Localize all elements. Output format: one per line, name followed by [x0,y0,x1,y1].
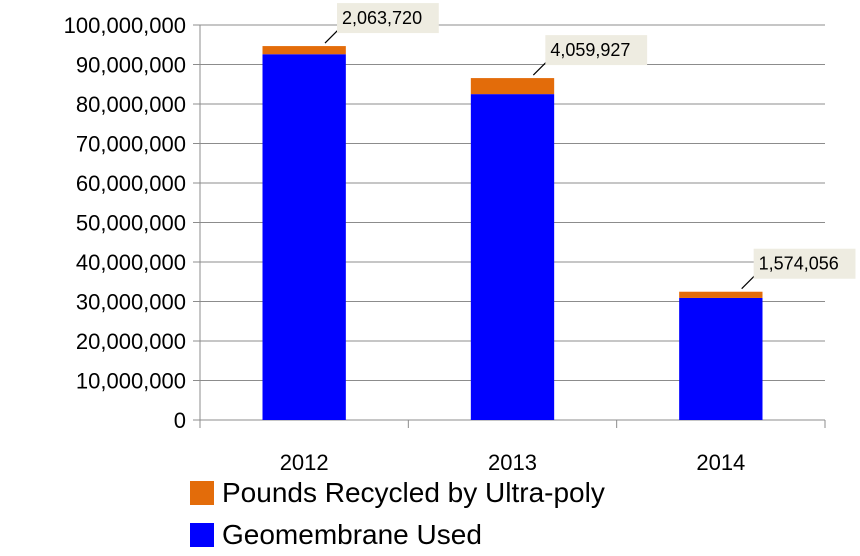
y-tick-label: 40,000,000 [76,250,186,275]
y-tick-label: 80,000,000 [76,92,186,117]
y-tick-label: 50,000,000 [76,211,186,236]
y-tick-label: 20,000,000 [76,329,186,354]
legend-swatch-geomembrane [190,523,214,547]
y-tick-label: 90,000,000 [76,53,186,78]
legend-item-geomembrane: Geomembrane Used [190,514,605,556]
data-label-box [753,248,856,279]
y-tick-labels: 0 10,000,000 20,000,000 30,000,000 40,000,00… [64,13,186,433]
bar-geomembrane-2012 [262,54,346,420]
x-tick-label: 2014 [696,450,745,470]
data-label: 4,059,927 [550,40,630,60]
legend-label-geomembrane: Geomembrane Used [222,519,482,550]
legend-swatch-recycled [190,481,214,505]
data-label: 1,574,056 [759,254,839,274]
x-tick-label: 2012 [280,450,329,470]
legend-item-recycled: Pounds Recycled by Ultra-poly [190,472,605,514]
y-tick-label: 0 [174,408,186,433]
legend-label-recycled: Pounds Recycled by Ultra-poly [222,477,605,508]
chart: 2,063,720 4,059,927 1,574,056 0 10,000,000 2… [64,3,856,470]
data-label-box [337,3,439,34]
y-tick-label: 30,000,000 [76,290,186,315]
data-labels: 2,063,720 4,059,927 1,574,056 [324,3,856,290]
bar-geomembrane-2013 [470,94,555,420]
data-label: 2,063,720 [342,8,422,28]
bar-recycled-2014 [679,291,763,298]
bars [262,46,763,420]
y-tick-label: 10,000,000 [76,369,186,394]
y-tick-label: 60,000,000 [76,171,186,196]
x-tick-label: 2013 [488,450,537,470]
bar-recycled-2012 [262,46,346,55]
bar-geomembrane-2014 [679,297,763,420]
y-tick-label: 100,000,000 [64,13,186,38]
x-tick-labels: 2012 2013 2014 [280,450,746,470]
bar-recycled-2013 [470,78,555,95]
legend: Pounds Recycled by Ultra-poly Geomembran… [190,472,605,556]
data-label-box [545,35,648,66]
y-tick-label: 70,000,000 [76,132,186,157]
